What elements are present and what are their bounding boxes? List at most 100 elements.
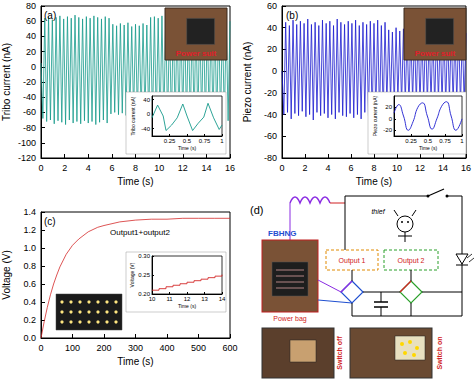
- svg-text:-40: -40: [264, 110, 277, 120]
- svg-text:Time (s): Time (s): [117, 176, 153, 187]
- svg-text:0.0: 0.0: [23, 333, 36, 343]
- svg-text:0: 0: [272, 66, 277, 76]
- svg-text:0.25: 0.25: [164, 138, 176, 144]
- svg-text:Switch on: Switch on: [436, 336, 443, 369]
- svg-text:20: 20: [385, 104, 392, 110]
- svg-text:10: 10: [154, 163, 164, 173]
- svg-text:Time (s): Time (s): [356, 176, 392, 187]
- svg-text:0: 0: [38, 343, 43, 353]
- svg-text:1.2: 1.2: [23, 225, 36, 235]
- svg-text:-80: -80: [23, 123, 36, 133]
- svg-text:Power bag: Power bag: [273, 315, 307, 323]
- svg-text:-40: -40: [141, 126, 150, 132]
- svg-text:8: 8: [371, 163, 376, 173]
- svg-text:-60: -60: [264, 131, 277, 141]
- svg-text:Switch off: Switch off: [336, 336, 343, 370]
- svg-text:Output1+output2: Output1+output2: [110, 228, 170, 237]
- svg-text:60: 60: [267, 1, 277, 11]
- svg-text:0.20: 0.20: [138, 291, 150, 297]
- svg-text:Voltage (V): Voltage (V): [129, 262, 135, 287]
- svg-text:Power suit: Power suit: [415, 49, 456, 58]
- svg-text:0: 0: [279, 163, 284, 173]
- svg-text:8: 8: [133, 163, 138, 173]
- svg-text:16: 16: [225, 163, 235, 173]
- svg-text:60: 60: [26, 16, 36, 26]
- svg-text:0.5: 0.5: [183, 138, 192, 144]
- svg-text:6: 6: [109, 163, 114, 173]
- svg-text:40: 40: [267, 23, 277, 33]
- svg-text:-100: -100: [18, 138, 36, 148]
- svg-text:1: 1: [460, 138, 464, 144]
- svg-text:2: 2: [302, 163, 307, 173]
- svg-text:0: 0: [38, 163, 43, 173]
- svg-text:Tribo current (nA): Tribo current (nA): [1, 43, 12, 121]
- svg-text:14: 14: [438, 163, 448, 173]
- svg-text:13: 13: [201, 296, 208, 302]
- svg-text:-20: -20: [264, 88, 277, 98]
- svg-text:0: 0: [31, 62, 36, 72]
- svg-text:(c): (c): [44, 216, 56, 227]
- svg-text:200: 200: [96, 343, 111, 353]
- svg-text:1: 1: [220, 138, 224, 144]
- svg-text:0.8: 0.8: [23, 261, 36, 271]
- svg-text:0.6: 0.6: [23, 279, 36, 289]
- svg-text:14: 14: [219, 296, 226, 302]
- svg-text:Time (s): Time (s): [178, 303, 196, 309]
- svg-text:0.25: 0.25: [405, 138, 417, 144]
- svg-text:2: 2: [62, 163, 67, 173]
- svg-text:-80: -80: [264, 153, 277, 163]
- svg-text:0.75: 0.75: [439, 138, 451, 144]
- svg-text:FBHNG: FBHNG: [268, 229, 296, 238]
- svg-text:4: 4: [86, 163, 91, 173]
- svg-text:-40: -40: [23, 92, 36, 102]
- svg-text:(d): (d): [250, 204, 263, 216]
- svg-text:0.75: 0.75: [199, 138, 211, 144]
- svg-text:11: 11: [166, 296, 173, 302]
- svg-text:300: 300: [128, 343, 143, 353]
- svg-text:14: 14: [201, 163, 211, 173]
- svg-text:100: 100: [65, 343, 80, 353]
- svg-text:thief: thief: [371, 208, 385, 215]
- svg-text:500: 500: [191, 343, 206, 353]
- svg-text:Output 2: Output 2: [398, 257, 425, 265]
- svg-text:-20: -20: [23, 77, 36, 87]
- svg-text:10: 10: [149, 296, 156, 302]
- svg-text:20: 20: [26, 47, 36, 57]
- svg-text:Time (s): Time (s): [117, 356, 153, 367]
- svg-text:12: 12: [184, 296, 191, 302]
- svg-text:Power suit: Power suit: [176, 49, 217, 58]
- svg-text:12: 12: [178, 163, 188, 173]
- svg-text:1.4: 1.4: [23, 207, 36, 217]
- svg-text:0.5: 0.5: [424, 138, 433, 144]
- svg-text:4: 4: [325, 163, 330, 173]
- svg-text:600: 600: [222, 343, 237, 353]
- svg-text:6: 6: [348, 163, 353, 173]
- svg-text:20: 20: [267, 44, 277, 54]
- svg-text:1.0: 1.0: [23, 243, 36, 253]
- svg-text:-120: -120: [18, 153, 36, 163]
- svg-text:0.25: 0.25: [138, 272, 150, 278]
- svg-text:0.30: 0.30: [138, 253, 150, 259]
- svg-text:Piezo current (nA): Piezo current (nA): [242, 42, 253, 123]
- svg-text:10: 10: [392, 163, 402, 173]
- svg-text:16: 16: [461, 163, 471, 173]
- svg-text:0: 0: [389, 116, 393, 122]
- svg-text:0.2: 0.2: [23, 315, 36, 325]
- svg-text:Time (s): Time (s): [178, 145, 196, 151]
- svg-text:Voltage (V): Voltage (V): [1, 250, 12, 299]
- svg-text:-20: -20: [383, 127, 392, 133]
- svg-text:-60: -60: [23, 107, 36, 117]
- svg-text:0: 0: [147, 111, 151, 117]
- svg-text:Tribo current (nA): Tribo current (nA): [130, 96, 136, 135]
- svg-text:400: 400: [159, 343, 174, 353]
- svg-text:Output 1: Output 1: [339, 257, 366, 265]
- svg-text:Time (s): Time (s): [419, 145, 437, 151]
- svg-text:0.4: 0.4: [23, 297, 36, 307]
- svg-text:12: 12: [415, 163, 425, 173]
- svg-text:40: 40: [143, 97, 150, 103]
- svg-text:(a): (a): [44, 10, 56, 21]
- svg-text:Piezo current (nA): Piezo current (nA): [372, 96, 378, 137]
- svg-text:(b): (b): [286, 10, 298, 21]
- svg-text:40: 40: [26, 31, 36, 41]
- svg-text:80: 80: [26, 1, 36, 11]
